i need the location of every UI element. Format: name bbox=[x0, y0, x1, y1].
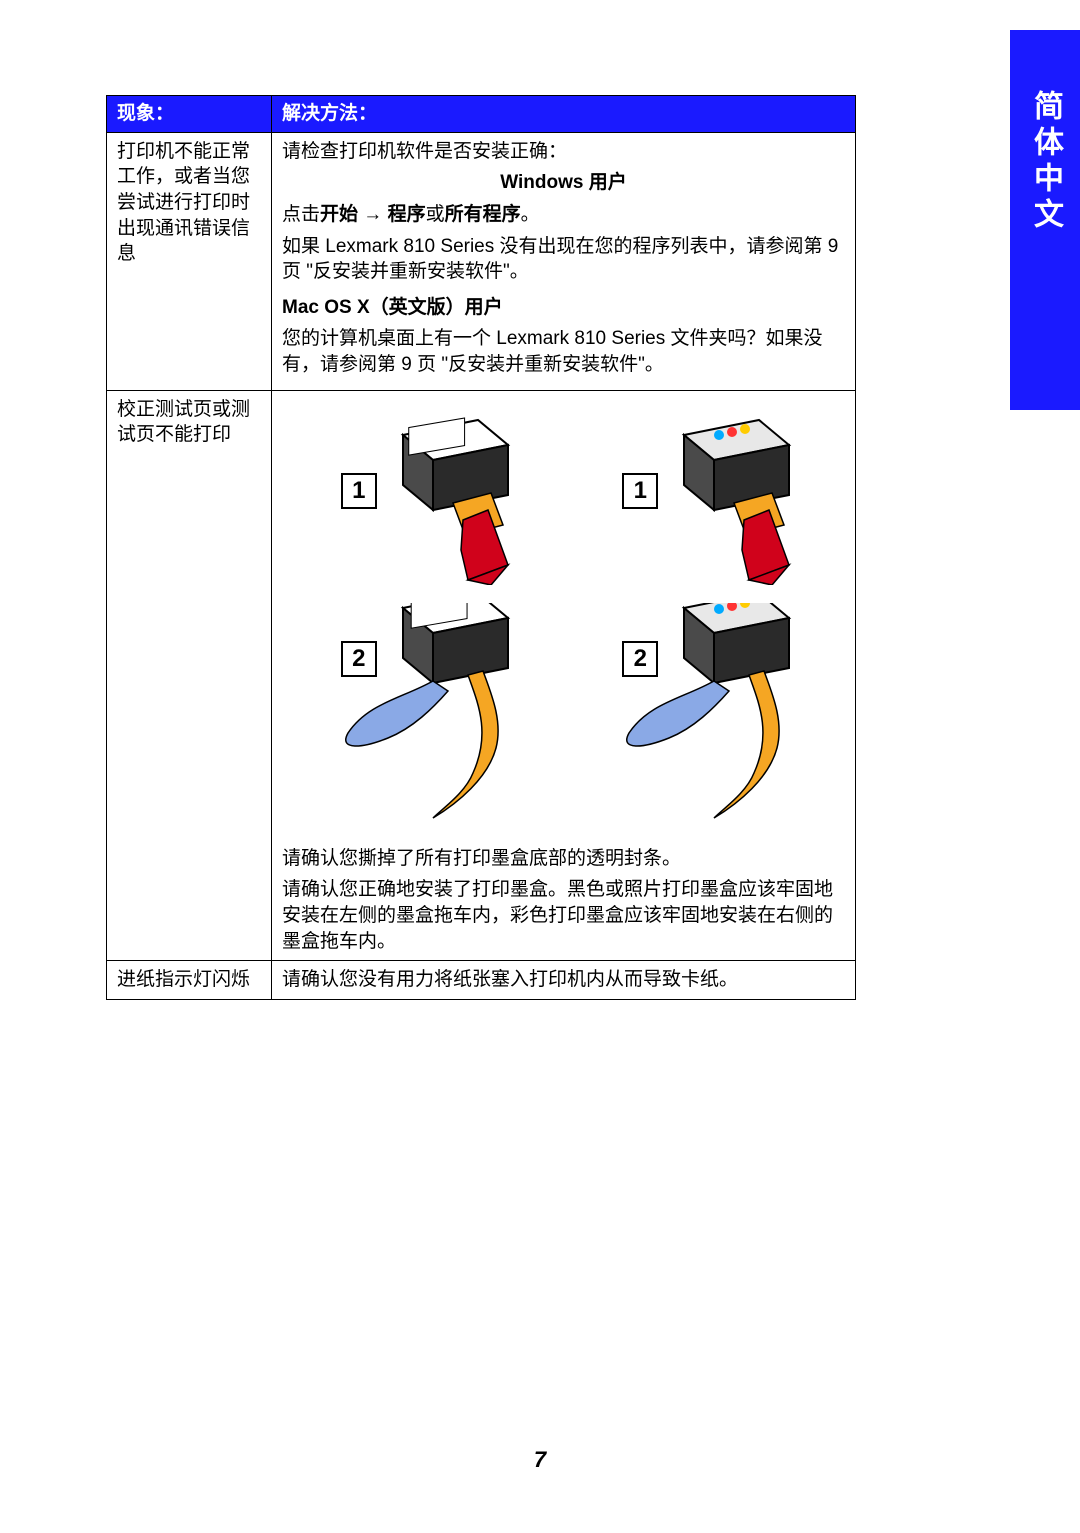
step-badge: 2 bbox=[341, 641, 377, 677]
cartridge-illustration bbox=[594, 603, 814, 828]
side-tab-label: 简体中文 bbox=[1023, 90, 1067, 234]
windows-body: 如果 Lexmark 810 Series 没有出现在您的程序列表中，请参阅第 … bbox=[282, 234, 845, 285]
mac-heading: Mac OS X（英文版）用户 bbox=[282, 295, 845, 321]
symptom-cell: 打印机不能正常工作，或者当您尝试进行打印时出现通讯错误信息 bbox=[107, 132, 272, 390]
click-start: 开始 bbox=[320, 204, 358, 225]
table-row: 进纸指示灯闪烁 请确认您没有用力将纸张塞入打印机内从而导致卡纸。 bbox=[107, 961, 856, 1000]
solution-cell: 1 1 bbox=[272, 390, 856, 961]
cartridge-black-step2: 2 bbox=[313, 603, 533, 828]
symptom-cell: 校正测试页或测试页不能打印 bbox=[107, 390, 272, 961]
cartridge-illustration bbox=[313, 603, 533, 828]
click-line: 点击开始 → 程序或所有程序。 bbox=[282, 202, 845, 228]
cartridge-black-step1: 1 bbox=[313, 415, 533, 585]
confirm-text-2: 请确认您正确地安装了打印墨盒。黑色或照片打印墨盒应该牢固地安装在左侧的墨盒拖车内… bbox=[282, 877, 845, 954]
confirm-text-1: 请确认您撕掉了所有打印墨盒底部的透明封条。 bbox=[282, 846, 845, 872]
click-all-programs: 所有程序 bbox=[445, 204, 521, 225]
step-badge: 1 bbox=[341, 473, 377, 509]
solution-cell: 请确认您没有用力将纸张塞入打印机内从而导致卡纸。 bbox=[272, 961, 856, 1000]
step-badge: 1 bbox=[622, 473, 658, 509]
page-number: 7 bbox=[0, 1447, 1080, 1473]
click-prefix: 点击 bbox=[282, 204, 320, 225]
mac-body: 您的计算机桌面上有一个 Lexmark 810 Series 文件夹吗？如果没有… bbox=[282, 326, 845, 377]
arrow-icon: → bbox=[358, 204, 388, 225]
table-row: 校正测试页或测试页不能打印 1 bbox=[107, 390, 856, 961]
solution-cell: 请检查打印机软件是否安装正确： Windows 用户 点击开始 → 程序或所有程… bbox=[272, 132, 856, 390]
check-software-text: 请检查打印机软件是否安装正确： bbox=[282, 139, 845, 165]
header-solution: 解决方法： bbox=[272, 96, 856, 133]
click-period: 。 bbox=[521, 204, 540, 225]
click-or: 或 bbox=[426, 204, 445, 225]
windows-heading: Windows 用户 bbox=[282, 170, 845, 196]
table-row: 打印机不能正常工作，或者当您尝试进行打印时出现通讯错误信息 请检查打印机软件是否… bbox=[107, 132, 856, 390]
diagram-row-2: 2 2 bbox=[282, 603, 845, 828]
language-side-tab: 简体中文 bbox=[1010, 30, 1080, 410]
cartridge-color-step1: 1 bbox=[594, 415, 814, 585]
troubleshooting-table: 现象： 解决方法： 打印机不能正常工作，或者当您尝试进行打印时出现通讯错误信息 … bbox=[106, 95, 856, 1000]
main-content: 现象： 解决方法： 打印机不能正常工作，或者当您尝试进行打印时出现通讯错误信息 … bbox=[106, 95, 856, 1000]
click-programs: 程序 bbox=[388, 204, 426, 225]
header-symptom: 现象： bbox=[107, 96, 272, 133]
symptom-cell: 进纸指示灯闪烁 bbox=[107, 961, 272, 1000]
step-badge: 2 bbox=[622, 641, 658, 677]
cartridge-color-step2: 2 bbox=[594, 603, 814, 828]
diagram-row-1: 1 1 bbox=[282, 415, 845, 585]
